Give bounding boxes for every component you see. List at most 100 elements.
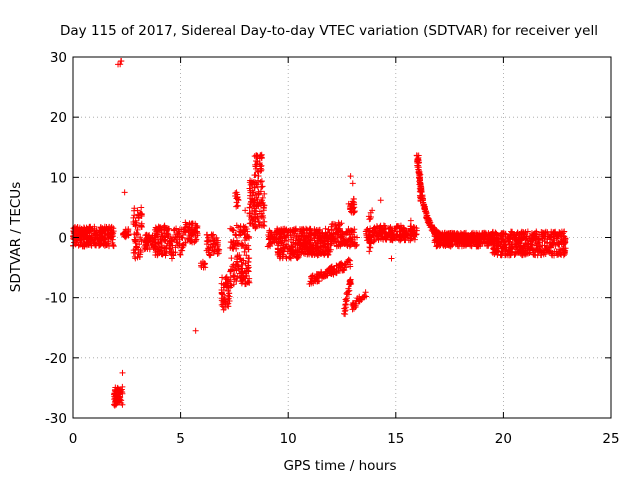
data-point-marker	[320, 272, 327, 279]
data-point-marker	[308, 273, 315, 280]
data-point-marker	[280, 229, 287, 236]
data-point-marker	[343, 295, 350, 302]
data-point-marker	[137, 210, 144, 217]
data-point-marker	[381, 231, 388, 238]
data-point-marker	[344, 289, 351, 296]
data-point-marker	[285, 237, 292, 244]
data-point-marker	[553, 235, 560, 242]
data-point-marker	[482, 231, 489, 238]
data-point-marker	[192, 327, 199, 334]
data-point-marker	[518, 229, 525, 236]
data-point-marker	[317, 237, 324, 244]
data-point-marker	[228, 226, 235, 233]
data-point-marker	[336, 267, 343, 274]
data-point-marker	[276, 228, 283, 235]
data-point-marker	[261, 218, 268, 225]
data-point-marker	[234, 196, 241, 203]
data-point-marker	[348, 280, 355, 287]
data-point-marker	[299, 248, 306, 255]
data-point-marker	[101, 223, 108, 230]
data-point-marker	[433, 243, 440, 250]
data-point-marker	[279, 244, 286, 251]
data-point-marker	[516, 240, 523, 247]
data-point-marker	[489, 228, 496, 235]
data-point-marker	[498, 251, 505, 258]
data-point-marker	[117, 394, 124, 401]
data-point-marker	[316, 271, 323, 278]
data-point-marker	[228, 282, 235, 289]
data-point-marker	[218, 295, 225, 302]
data-point-marker	[233, 189, 240, 196]
x-tick-label: 15	[387, 431, 404, 447]
data-point-marker	[116, 398, 123, 405]
data-point-marker	[182, 225, 189, 232]
data-point-marker	[502, 247, 509, 254]
data-point-marker	[182, 239, 189, 246]
data-point-marker	[350, 195, 357, 202]
data-point-marker	[504, 251, 511, 258]
data-point-marker	[281, 247, 288, 254]
data-point-marker	[98, 225, 105, 232]
data-point-marker	[257, 168, 264, 175]
data-point-marker	[208, 232, 215, 239]
data-point-marker	[389, 237, 396, 244]
data-point-marker	[138, 222, 145, 229]
data-point-marker	[372, 227, 379, 234]
data-point-marker	[245, 279, 252, 286]
y-tick-label: 20	[50, 110, 67, 126]
data-point-marker	[550, 239, 557, 246]
data-point-marker	[524, 228, 531, 235]
data-point-marker	[96, 241, 103, 248]
data-point-marker	[114, 385, 121, 392]
data-point-marker	[204, 231, 211, 238]
data-point-marker	[115, 393, 122, 400]
data-point-marker	[165, 233, 172, 240]
x-tick-label: 5	[176, 431, 185, 447]
data-point-marker	[557, 251, 564, 258]
data-point-marker	[227, 268, 234, 275]
data-point-marker	[236, 252, 243, 259]
data-point-marker	[159, 233, 166, 240]
data-point-marker	[101, 240, 108, 247]
data-point-marker	[220, 301, 227, 308]
data-point-marker	[505, 238, 512, 245]
data-point-marker	[526, 249, 533, 256]
data-point-marker	[234, 203, 241, 210]
data-point-marker	[91, 225, 98, 232]
data-point-marker	[378, 234, 385, 241]
data-point-marker	[215, 237, 222, 244]
data-point-marker	[228, 255, 235, 262]
data-point-marker	[188, 226, 195, 233]
x-tick-label: 20	[495, 431, 512, 447]
x-axis-label: GPS time / hours	[283, 458, 396, 474]
data-point-marker	[342, 260, 349, 267]
data-point-marker	[274, 245, 281, 252]
data-point-marker	[473, 230, 480, 237]
data-point-marker	[211, 236, 218, 243]
data-point-marker	[418, 194, 425, 201]
data-point-marker	[421, 201, 428, 208]
data-point-marker	[155, 246, 162, 253]
data-point-marker	[345, 285, 352, 292]
data-point-marker	[351, 304, 358, 311]
data-point-marker	[471, 238, 478, 245]
data-point-marker	[349, 180, 356, 187]
data-point-marker	[556, 231, 563, 238]
data-point-marker	[529, 242, 536, 249]
data-point-marker	[218, 301, 225, 308]
data-point-marker	[137, 247, 144, 254]
data-point-marker	[420, 196, 427, 203]
data-point-marker	[315, 247, 322, 254]
y-axis-label: SDTVAR / TECUs	[8, 182, 24, 292]
data-point-marker	[259, 199, 266, 206]
data-point-marker	[293, 234, 300, 241]
data-point-marker	[539, 229, 546, 236]
data-point-marker	[303, 240, 310, 247]
data-point-marker	[509, 229, 516, 236]
data-point-marker	[257, 153, 264, 160]
data-point-marker	[179, 247, 186, 254]
data-points	[70, 58, 569, 409]
data-point-marker	[100, 239, 107, 246]
data-point-marker	[260, 214, 267, 221]
data-point-marker	[221, 282, 228, 289]
